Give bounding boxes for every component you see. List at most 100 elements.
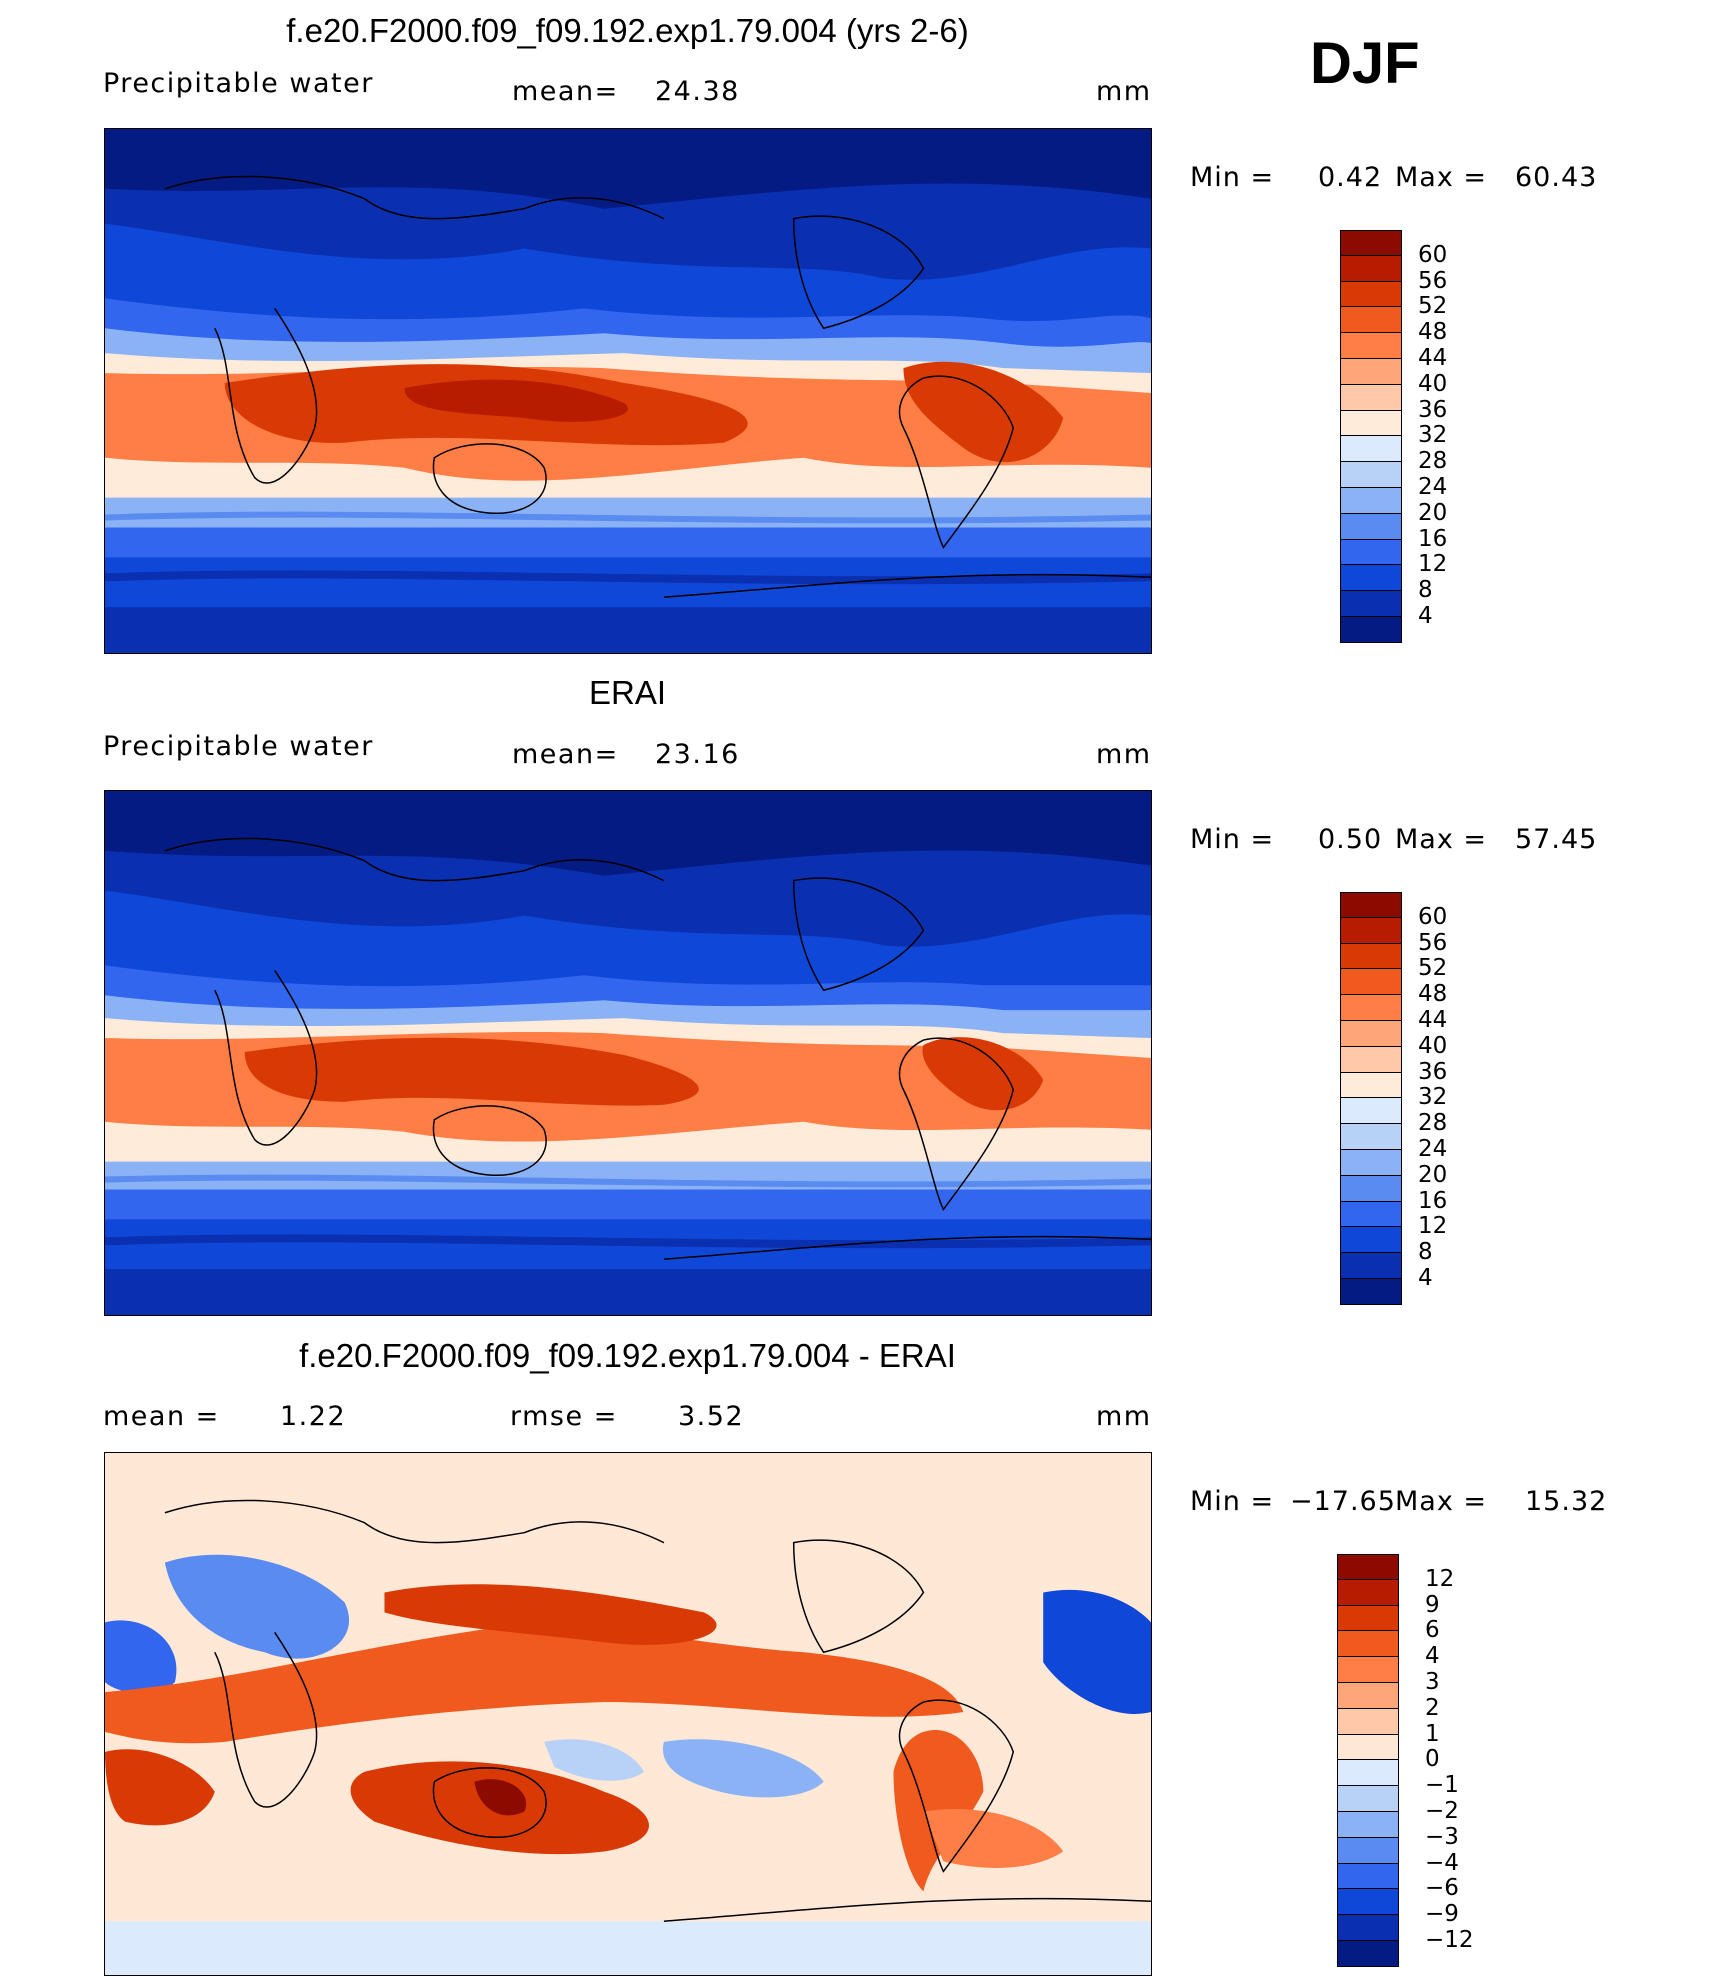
colorbar-tick-label: 12 xyxy=(1425,1565,1455,1592)
colorbar-box xyxy=(1337,1631,1399,1658)
colorbar-tick-label: 24 xyxy=(1418,474,1448,500)
panel-1-min-label: Min = xyxy=(1190,162,1275,193)
colorbar-box xyxy=(1340,1150,1402,1176)
colorbar-box xyxy=(1340,1124,1402,1150)
colorbar-box xyxy=(1340,359,1402,385)
colorbar-tick-label: 56 xyxy=(1418,929,1448,956)
colorbar-frame xyxy=(1340,892,1402,1305)
colorbar-tick-label: 32 xyxy=(1418,1084,1448,1111)
colorbar-box xyxy=(1337,1554,1399,1580)
colorbar-box xyxy=(1340,1201,1402,1228)
panel-3-units: mm xyxy=(1096,1401,1152,1432)
panel-1-max-label: Max = xyxy=(1395,162,1488,193)
colorbar-tick-label: 8 xyxy=(1418,1239,1433,1266)
panel-1-variable-label: Precipitable water xyxy=(103,68,374,99)
colorbar-tick-label: 24 xyxy=(1418,1136,1448,1162)
colorbar-tick-label: 48 xyxy=(1418,319,1448,346)
colorbar-tick-label: 44 xyxy=(1418,1007,1448,1033)
panel-2-max-label: Max = xyxy=(1395,824,1488,855)
colorbar-tick-label: 8 xyxy=(1418,577,1433,604)
colorbar-box xyxy=(1340,969,1402,996)
colorbar-tick-label: 40 xyxy=(1418,370,1448,397)
colorbar-box xyxy=(1337,1708,1399,1735)
panel-2-map xyxy=(104,790,1152,1316)
colorbar-tick-label: −3 xyxy=(1425,1823,1459,1850)
colorbar-box xyxy=(1340,488,1402,514)
panel-3-map-plot xyxy=(105,1453,1151,1975)
panel-2-mean-value: 23.16 xyxy=(655,739,740,770)
colorbar-tick-label: 36 xyxy=(1418,396,1448,423)
colorbar-tick-label: 28 xyxy=(1418,448,1448,475)
colorbar-box xyxy=(1340,462,1402,488)
panel-2-colorbar: 60 56 52 48 44 40 36 32 28 24 20 16 12 8 4 xyxy=(1340,892,1447,1305)
colorbar-box xyxy=(1340,436,1402,463)
colorbar-tick-label: −4 xyxy=(1425,1849,1459,1876)
colorbar-tick-label: 12 xyxy=(1418,551,1448,578)
colorbar-tick-label: 1 xyxy=(1425,1720,1440,1747)
colorbar-tick-label: 4 xyxy=(1418,603,1433,629)
panel-2-mean-label: mean= xyxy=(512,739,619,770)
panel-1-max-value: 60.43 xyxy=(1515,162,1598,193)
panel-3-map xyxy=(104,1452,1152,1976)
colorbar-box xyxy=(1340,917,1402,944)
panel-3-mean-label: mean = xyxy=(103,1401,220,1432)
panel-1-map-plot xyxy=(105,129,1151,653)
colorbar-box xyxy=(1340,1046,1402,1073)
colorbar-frame xyxy=(1340,230,1402,643)
colorbar-box xyxy=(1340,513,1402,540)
colorbar-tick-label: 0 xyxy=(1425,1746,1440,1773)
panel-2-min-label: Min = xyxy=(1190,824,1275,855)
colorbar-box xyxy=(1337,1786,1399,1812)
colorbar-box xyxy=(1340,1072,1402,1099)
colorbar-box xyxy=(1340,943,1402,970)
colorbar-box xyxy=(1340,281,1402,308)
colorbar-tick-label: 56 xyxy=(1418,267,1448,294)
colorbar-tick-label: 48 xyxy=(1418,981,1448,1008)
colorbar-box xyxy=(1337,1837,1399,1864)
colorbar-box xyxy=(1340,539,1402,566)
colorbar-box xyxy=(1337,1889,1399,1916)
panel-3-min-label: Min = xyxy=(1190,1486,1275,1517)
colorbar-tick-label: −1 xyxy=(1425,1772,1459,1799)
colorbar-box xyxy=(1340,1021,1402,1047)
panel-3-colorbar: 12 9 6 4 3 2 1 0 −1 −2 −3 −4 −6 −9 −12 xyxy=(1337,1554,1474,1967)
colorbar-tick-label: 52 xyxy=(1418,293,1448,320)
colorbar-box xyxy=(1337,1915,1399,1941)
colorbar-box xyxy=(1340,995,1402,1021)
panel-3-rmse-label: rmse = xyxy=(510,1401,618,1432)
colorbar-tick-label: 12 xyxy=(1418,1213,1448,1240)
colorbar-box xyxy=(1340,1098,1402,1125)
panel-3-rmse-value: 3.52 xyxy=(678,1401,745,1432)
colorbar-tick-label: 36 xyxy=(1418,1058,1448,1085)
panel-3-max-value: 15.32 xyxy=(1525,1486,1608,1517)
colorbar-tick-label: 60 xyxy=(1418,903,1448,930)
colorbar-tick-label: 3 xyxy=(1425,1669,1440,1695)
panel-3-title: f.e20.F2000.f09_f09.192.exp1.79.004 - ER… xyxy=(299,1337,956,1374)
colorbar-tick-label: −12 xyxy=(1425,1927,1474,1953)
colorbar-box xyxy=(1337,1657,1399,1683)
panel-2-min-value: 0.50 xyxy=(1318,824,1383,855)
panel-2-map-plot xyxy=(105,791,1151,1315)
colorbar-box xyxy=(1340,1175,1402,1202)
colorbar-box xyxy=(1340,333,1402,359)
colorbar-tick-label: 32 xyxy=(1418,422,1448,449)
panel-1-colorbar: 60 56 52 48 44 40 36 32 28 24 20 16 12 8 4 xyxy=(1340,230,1447,643)
colorbar-tick-label: 20 xyxy=(1418,1161,1448,1188)
colorbar-tick-label: 4 xyxy=(1425,1643,1440,1670)
colorbar-box xyxy=(1340,230,1402,256)
panel-2-units: mm xyxy=(1096,739,1152,770)
colorbar-box xyxy=(1337,1812,1399,1838)
colorbar-tick-label: 52 xyxy=(1418,955,1448,982)
colorbar-tick-label: 40 xyxy=(1418,1032,1448,1059)
panel-1-title: f.e20.F2000.f09_f09.192.exp1.79.004 (yrs… xyxy=(286,12,969,49)
colorbar-tick-label: 16 xyxy=(1418,1187,1448,1214)
colorbar-tick-label: 44 xyxy=(1418,345,1448,371)
panel-3-mean-value: 1.22 xyxy=(280,1401,347,1432)
colorbar-box xyxy=(1337,1734,1399,1761)
colorbar-tick-label: 60 xyxy=(1418,241,1448,268)
colorbar-box xyxy=(1340,384,1402,411)
colorbar-box xyxy=(1337,1760,1399,1787)
panel-1-mean-label: mean= xyxy=(512,76,619,107)
panel-2-variable-label: Precipitable water xyxy=(103,731,374,762)
colorbar-tick-label: 28 xyxy=(1418,1110,1448,1137)
